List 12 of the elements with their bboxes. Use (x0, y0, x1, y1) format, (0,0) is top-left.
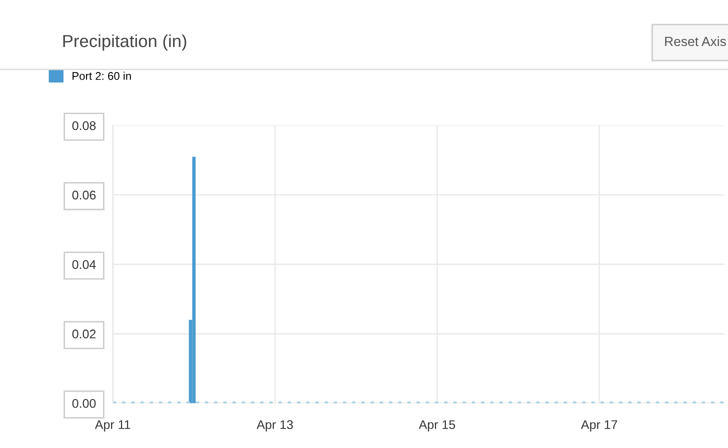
y-tick-label: 0.04 (72, 260, 96, 269)
y-tick-label: 0.02 (72, 330, 96, 338)
x-tick-label: Apr 13 (256, 420, 293, 432)
y-tick-label: 0.00 (72, 399, 96, 408)
chart-title: Precipitation (in) (63, 34, 186, 51)
y-tick-label: 0.06 (72, 190, 96, 200)
legend-label: Port 2: 60 in (72, 72, 131, 80)
y-tick-label: 0.08 (72, 121, 96, 130)
x-tick-label: Apr 15 (418, 420, 456, 432)
text: Reset Axis (665, 36, 726, 46)
x-tick-label: Apr 17 (580, 420, 618, 432)
x-tick-label: Apr 11 (94, 420, 130, 432)
